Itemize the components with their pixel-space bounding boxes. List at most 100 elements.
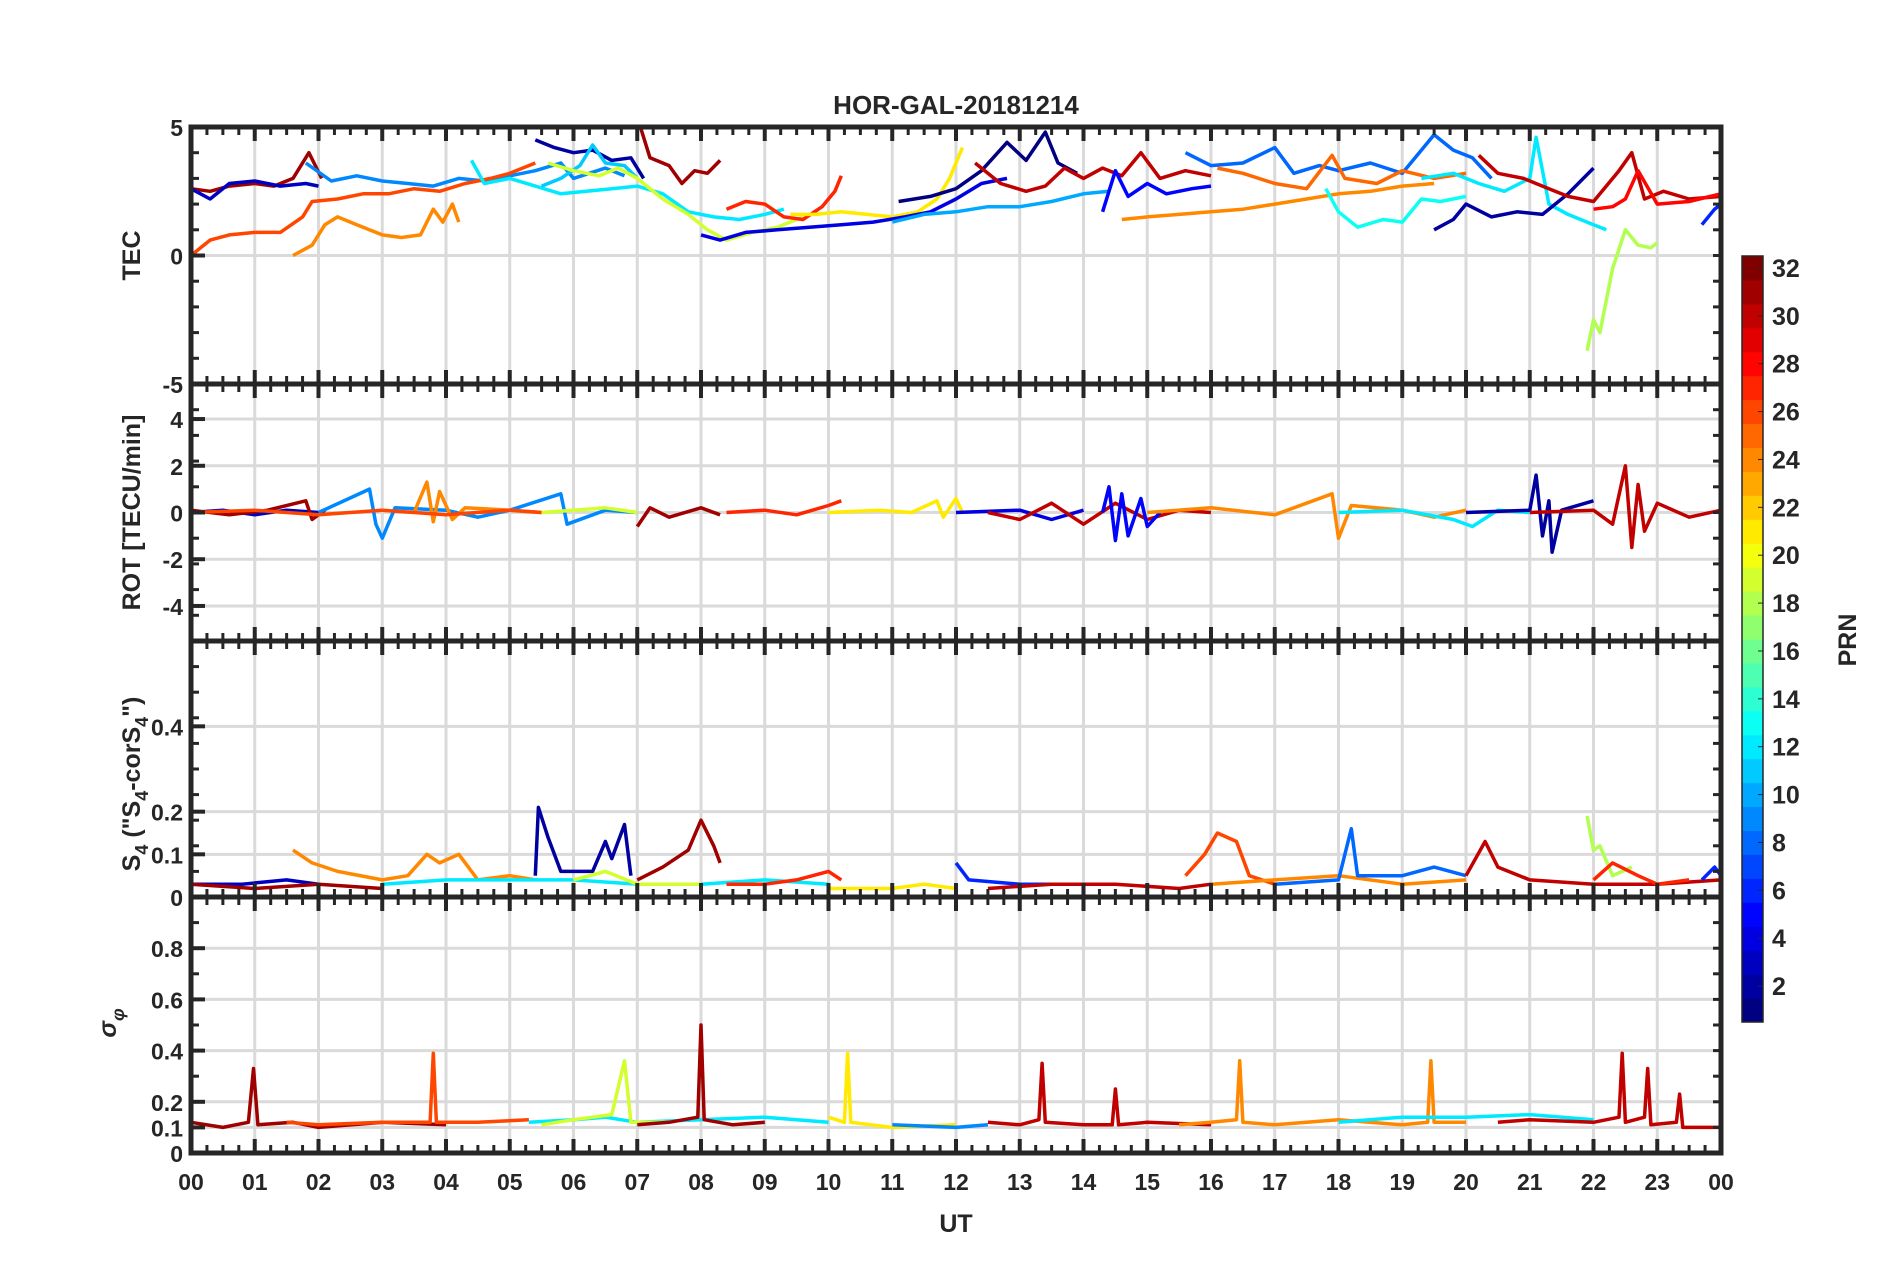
- y-axis-label-tec: TEC: [118, 231, 146, 281]
- series-line-prn-5: [1100, 168, 1212, 213]
- series-line-prn-24: [1121, 181, 1435, 222]
- colorbar-swatch-26: [1742, 399, 1763, 425]
- series-line-prn-27: [725, 175, 843, 222]
- x-tick-label: 05: [497, 1169, 523, 1195]
- y-tick-label: 0.1: [151, 1115, 183, 1141]
- series-line-prn-12: [469, 159, 785, 222]
- colorbar-swatch-16: [1742, 639, 1763, 664]
- x-tick-label: 13: [1007, 1169, 1033, 1195]
- series-line-prn-30: [1497, 1051, 1721, 1130]
- series-line-prn-26: [286, 1051, 529, 1127]
- label-part: "): [118, 697, 146, 717]
- colorbar-swatch-17: [1742, 615, 1763, 640]
- subscript: 4: [132, 791, 152, 801]
- series-line-prn-4: [700, 176, 1008, 242]
- subscript: 4: [132, 845, 152, 855]
- series-line-prn-21: [828, 496, 964, 519]
- colorbar-swatch-27: [1742, 375, 1763, 401]
- series-line-prn-31: [190, 882, 383, 891]
- colorbar-tick-label: 2: [1772, 973, 1786, 1001]
- y-tick-label: -4: [163, 594, 184, 620]
- y-tick-label: 0.2: [151, 800, 183, 826]
- y-tick-label: 2: [170, 454, 183, 480]
- subscript: 4: [132, 717, 152, 727]
- series-line-prn-12: [382, 878, 829, 886]
- series-line-prn-24: [1147, 492, 1467, 540]
- x-tick-label: 16: [1198, 1169, 1224, 1195]
- sigma-symbol: σ: [94, 1020, 122, 1038]
- phi-subscript: φ: [108, 1008, 128, 1021]
- x-axis-label: UT: [939, 1210, 972, 1238]
- colorbar-swatch-1: [1742, 998, 1763, 1023]
- colorbar-tick-label: 20: [1772, 542, 1800, 570]
- colorbar-tick-label: 24: [1772, 446, 1800, 474]
- colorbar-tick-label: 12: [1772, 734, 1800, 762]
- y-tick-label: 0: [170, 501, 183, 527]
- colorbar-swatch-3: [1742, 950, 1763, 975]
- series-line-prn-26: [190, 508, 542, 517]
- series-line-prn-5: [1100, 485, 1162, 543]
- panel-tec: 5 0 -5 TEC: [118, 115, 1724, 398]
- series-line-prn-19: [541, 506, 638, 515]
- series-line-prn-13: [1324, 187, 1467, 229]
- y-tick-label: 0.8: [151, 936, 183, 962]
- y-tick-label: -2: [163, 547, 183, 573]
- series-line-prn-30: [1529, 464, 1722, 550]
- colorbar-swatch-11: [1742, 758, 1763, 784]
- x-tick-label: 17: [1262, 1169, 1288, 1195]
- series-line-prn-9: [304, 161, 626, 188]
- series-line-prn-24: [1178, 1059, 1466, 1127]
- series-line-prn-11: [540, 143, 639, 188]
- y-tick-label: 0: [170, 244, 183, 270]
- colorbar-swatch-24: [1742, 447, 1763, 472]
- x-tick-label: 06: [561, 1169, 587, 1195]
- colorbar-swatch-4: [1742, 926, 1763, 951]
- series-line-prn-26: [1184, 831, 1276, 886]
- y-tick-label: 0.1: [151, 842, 183, 868]
- colorbar-swatch-10: [1742, 782, 1763, 808]
- chart-title: HOR-GAL-20181214: [833, 90, 1079, 120]
- series-line-prn-21: [828, 882, 957, 891]
- colorbar-tick-label: 4: [1772, 925, 1786, 953]
- x-tick-label: 08: [688, 1169, 714, 1195]
- y-tick-label: 0.4: [151, 714, 183, 740]
- colorbar-label: PRN: [1834, 614, 1862, 667]
- colorbar-swatch-12: [1742, 734, 1763, 760]
- colorbar-tick-label: 28: [1772, 351, 1800, 379]
- x-tick-label: 14: [1071, 1169, 1097, 1195]
- colorbar-swatch-32: [1742, 256, 1763, 281]
- series-line-prn-18: [1585, 228, 1659, 351]
- y-axis-label-sigma: σφ: [94, 1008, 128, 1038]
- colorbar-swatch-31: [1742, 279, 1763, 305]
- series-line-prn-31: [635, 506, 721, 528]
- colorbar-swatch-19: [1742, 567, 1763, 592]
- colorbar-swatch-6: [1742, 878, 1763, 903]
- colorbar-swatch-18: [1742, 591, 1763, 616]
- colorbar-swatch-25: [1742, 423, 1763, 448]
- series-line-prn-6: [1700, 202, 1723, 226]
- x-tick-label: 21: [1517, 1169, 1543, 1195]
- series-line-prn-2: [1433, 166, 1595, 232]
- series-line-prn-27: [726, 499, 842, 517]
- colorbar-tick-label: 8: [1772, 829, 1786, 857]
- panel-sigma: 0.8 0.6 0.4 0.20.10 σφ: [94, 894, 1724, 1167]
- colorbar-swatch-7: [1742, 854, 1763, 879]
- colorbar-tick-label: 6: [1772, 877, 1786, 905]
- series-line-prn-8: [1274, 826, 1467, 886]
- series-line-prn-8: [1184, 132, 1493, 180]
- colorbar-swatch-9: [1742, 806, 1763, 831]
- colorbar-swatch-29: [1742, 327, 1763, 353]
- colorbar-swatch-21: [1742, 519, 1763, 544]
- colorbar-swatch-2: [1742, 974, 1763, 999]
- x-tick-label: 00: [1708, 1169, 1734, 1195]
- x-tick-label: 19: [1389, 1169, 1415, 1195]
- series-line-prn-6: [1700, 865, 1723, 882]
- x-tick-label: 23: [1644, 1169, 1670, 1195]
- colorbar-tick-label: 18: [1772, 590, 1800, 618]
- series-line-prn-26: [189, 161, 536, 257]
- series-line-prn-2: [534, 138, 646, 180]
- x-tick-label: 04: [433, 1169, 459, 1195]
- y-axis-label-s4: S4 ("S4-corS4"): [118, 697, 152, 872]
